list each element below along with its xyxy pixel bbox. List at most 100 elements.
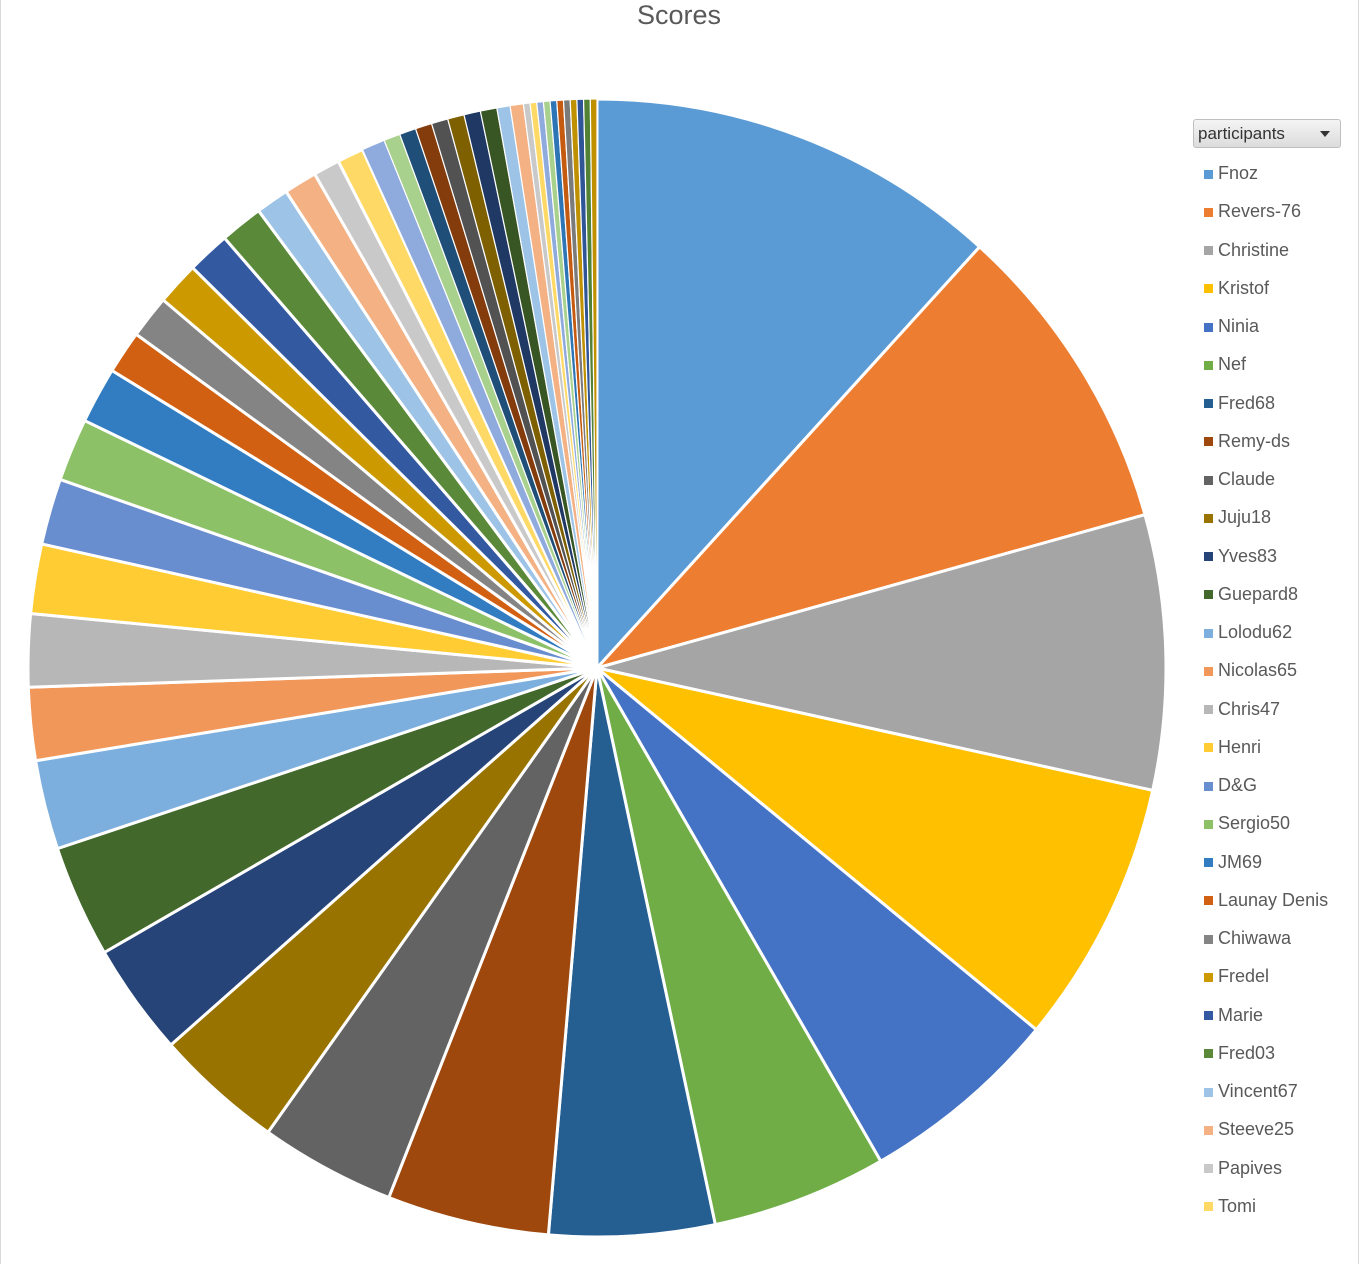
legend-swatch: [1204, 399, 1213, 409]
legend-swatch: [1204, 246, 1213, 256]
pie-slice-kristof[interactable]: [595, 666, 1155, 1032]
legend-label: JM69: [1218, 851, 1263, 872]
legend-swatch: [1204, 1011, 1213, 1021]
legend-swatch: [1204, 169, 1213, 179]
legend-swatch: [1204, 322, 1213, 332]
legend-label: Claude: [1218, 469, 1276, 490]
legend-swatch: [1204, 666, 1213, 676]
legend-item[interactable]: Juju18: [1201, 499, 1361, 537]
legend-item[interactable]: Lolodu62: [1201, 614, 1361, 652]
legend-item[interactable]: Chiwawa: [1201, 920, 1361, 958]
legend-label: Vincent67: [1218, 1081, 1298, 1102]
legend-swatch: [1204, 360, 1213, 370]
legend-label: Guepard8: [1218, 583, 1299, 604]
legend-swatch: [1204, 972, 1213, 982]
legend-swatch: [1204, 1125, 1213, 1135]
legend-label: Fred68: [1218, 392, 1276, 413]
legend-label: Fnoz: [1218, 163, 1259, 184]
legend-label: Steeve25: [1218, 1119, 1295, 1140]
legend-swatch: [1204, 819, 1213, 829]
legend-label: Fred03: [1218, 1042, 1276, 1063]
legend-item[interactable]: Henri: [1201, 729, 1361, 767]
legend-swatch: [1204, 858, 1213, 868]
participants-filter-dropdown[interactable]: participants: [1193, 119, 1341, 148]
legend-swatch: [1204, 284, 1213, 294]
chevron-down-icon[interactable]: [1320, 131, 1330, 137]
legend-item[interactable]: Papives: [1201, 1150, 1361, 1188]
legend-swatch: [1204, 628, 1213, 638]
legend-label: Yves83: [1218, 545, 1278, 566]
legend-label: Chris47: [1218, 698, 1281, 719]
legend-label: Fredel: [1218, 966, 1270, 987]
legend-item[interactable]: Tomi: [1201, 1188, 1361, 1226]
legend-item[interactable]: Remy-ds: [1201, 423, 1361, 461]
legend-swatch: [1204, 590, 1213, 600]
legend-label: Tomi: [1218, 1195, 1257, 1216]
legend-label: Remy-ds: [1218, 430, 1291, 451]
legend-swatch: [1204, 437, 1213, 447]
legend-label: Papives: [1218, 1157, 1283, 1178]
pie-slice-christine[interactable]: [595, 513, 1168, 792]
legend-swatch: [1204, 552, 1213, 562]
legend-item[interactable]: Revers-76: [1201, 193, 1361, 231]
legend-swatch: [1204, 705, 1213, 715]
pie-slice-fred68[interactable]: [546, 666, 717, 1239]
legend-label: Kristof: [1218, 277, 1270, 298]
legend-item[interactable]: Vincent67: [1201, 1073, 1361, 1111]
pie-slice-fnoz[interactable]: [595, 97, 982, 670]
legend-item[interactable]: Nicolas65: [1201, 652, 1361, 690]
legend-item[interactable]: Fred03: [1201, 1035, 1361, 1073]
legend-label: Sergio50: [1218, 813, 1291, 834]
legend-item[interactable]: Sergio50: [1201, 805, 1361, 843]
legend-item[interactable]: Fnoz: [1201, 155, 1361, 193]
legend-swatch: [1204, 934, 1213, 944]
legend-label: Ninia: [1218, 316, 1260, 337]
legend-swatch: [1204, 781, 1213, 791]
legend-swatch: [1204, 1087, 1213, 1097]
legend-item[interactable]: D&G: [1201, 767, 1361, 805]
legend-label: Nicolas65: [1218, 660, 1298, 681]
pie-slice-ninia[interactable]: [595, 666, 1038, 1163]
legend-label: Chiwawa: [1218, 928, 1292, 949]
legend-label: Lolodu62: [1218, 622, 1293, 643]
pie-slice-slice-49[interactable]: [589, 98, 598, 669]
legend-item[interactable]: Ninia: [1201, 308, 1361, 346]
legend-item[interactable]: Kristof: [1201, 270, 1361, 308]
legend-label: Launay Denis: [1218, 889, 1329, 910]
legend-item[interactable]: Fred68: [1201, 385, 1361, 423]
legend-label: Nef: [1218, 354, 1247, 375]
participants-filter-label: participants: [1198, 124, 1285, 143]
legend-item[interactable]: Fredel: [1201, 958, 1361, 996]
legend-item[interactable]: Launay Denis: [1201, 882, 1361, 920]
legend-swatch: [1204, 207, 1213, 217]
legend-item[interactable]: Nef: [1201, 346, 1361, 384]
legend-label: Christine: [1218, 239, 1290, 260]
chart-title: Scores: [636, 0, 722, 30]
legend-swatch: [1204, 743, 1213, 753]
legend-item[interactable]: Christine: [1201, 232, 1361, 270]
legend-label: D&G: [1218, 775, 1258, 796]
legend-item[interactable]: Guepard8: [1201, 576, 1361, 614]
legend-swatch: [1204, 896, 1213, 906]
legend-item[interactable]: JM69: [1201, 844, 1361, 882]
legend-swatch: [1204, 1049, 1213, 1059]
pie-chart: [26, 97, 1168, 1239]
legend-swatch: [1204, 1202, 1213, 1212]
legend: Fnoz Revers-76 Christine Kristof Ninia Nef Fre…: [1201, 155, 1361, 1226]
legend-item[interactable]: Marie: [1201, 997, 1361, 1035]
legend-swatch: [1204, 1164, 1213, 1174]
legend-label: Juju18: [1218, 507, 1272, 528]
legend-item[interactable]: Yves83: [1201, 538, 1361, 576]
legend-label: Marie: [1218, 1004, 1264, 1025]
legend-item[interactable]: Claude: [1201, 461, 1361, 499]
pie-slice-remy-ds[interactable]: [387, 666, 599, 1237]
legend-item[interactable]: Steeve25: [1201, 1111, 1361, 1149]
pie-slice-nef[interactable]: [595, 666, 883, 1227]
legend-item[interactable]: Chris47: [1201, 691, 1361, 729]
legend-label: Revers-76: [1218, 201, 1302, 222]
pie-slice-revers-76[interactable]: [595, 245, 1147, 670]
sheet-edge: [1358, 0, 1362, 1264]
legend-swatch: [1204, 513, 1213, 523]
legend-label: Henri: [1218, 736, 1262, 757]
